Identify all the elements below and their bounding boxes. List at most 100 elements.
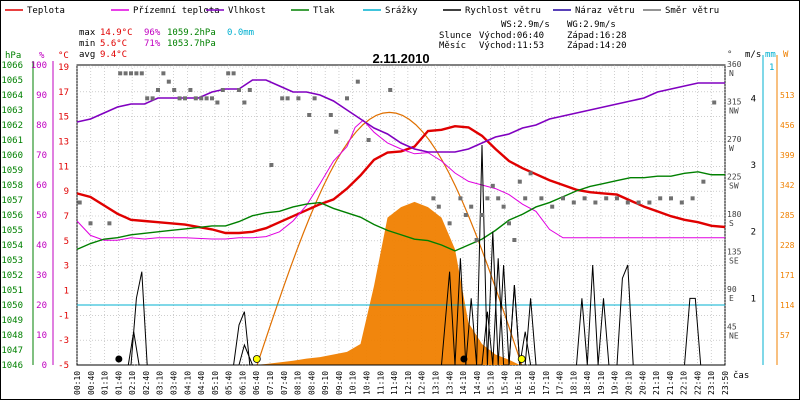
time-tick-label: 09:10 <box>321 371 330 395</box>
wind-direction-point <box>193 96 198 101</box>
wind-direction-point <box>123 71 128 76</box>
moonrise-time: Východ:11:53 <box>479 41 544 51</box>
wind-direction-point <box>366 138 371 142</box>
time-tick-label: 10:10 <box>349 371 358 395</box>
wind-direction-point <box>436 204 441 209</box>
wind-direction-point <box>355 79 360 84</box>
solar-radiation-fill <box>255 201 520 365</box>
pct-axis-header: % <box>39 51 45 61</box>
direction-tick-degrees: 270 <box>727 135 742 144</box>
wind-direction-point <box>237 88 241 92</box>
wind-direction-point <box>296 96 301 101</box>
time-tick-label: 12:10 <box>404 371 413 395</box>
wind-direction-point <box>463 213 468 217</box>
direction-tick-degrees: 180 <box>727 210 742 219</box>
temp-tick-label: -1 <box>58 311 69 321</box>
legend-item: Srážky <box>363 6 418 16</box>
series-line-p-zemn-teplota <box>76 119 725 241</box>
moonset-time: Západ:14:20 <box>567 41 627 51</box>
humidity-tick-label: 80 <box>36 121 47 131</box>
mm-axis-header: mm <box>765 50 776 60</box>
wind-direction-point <box>625 200 630 205</box>
time-tick-label: 23:50 <box>721 371 730 395</box>
wind-direction-point <box>285 96 290 101</box>
wind-direction-point <box>388 88 393 92</box>
time-tick-label: 02:40 <box>142 371 151 395</box>
direction-tick-compass: W <box>729 144 734 153</box>
wind-direction-point <box>604 196 609 201</box>
time-tick-label: 06:10 <box>238 371 247 395</box>
hpa-tick-label: 1050 <box>1 301 23 311</box>
time-tick-label: 19:40 <box>611 371 620 395</box>
temp-tick-label: 7 <box>64 212 69 222</box>
solar-tick-label: 57 <box>780 331 790 340</box>
temp-tick-label: 17 <box>58 88 69 98</box>
humidity-tick-label: 0 <box>42 361 47 371</box>
direction-tick-degrees: 135 <box>727 248 742 257</box>
wind-direction-point <box>431 196 436 201</box>
stats-min-press: 1053.7hPa <box>167 39 216 49</box>
humidity-tick-label: 100 <box>31 61 47 71</box>
time-tick-label: 08:10 <box>294 371 303 395</box>
wind-direction-point <box>150 96 155 101</box>
temp-tick-label: 11 <box>58 162 69 172</box>
stats-max-label: max <box>79 28 96 38</box>
time-tick-label: 01:40 <box>114 371 123 395</box>
stats-max-temp: 14.9°C <box>100 28 133 38</box>
direction-tick-degrees: 315 <box>727 98 742 107</box>
direction-tick-compass: E <box>729 294 734 303</box>
direction-tick-compass: SW <box>729 182 739 191</box>
wind-direction-point <box>561 196 565 201</box>
time-tick-label: 00:40 <box>87 371 96 395</box>
wind-direction-point <box>474 238 479 242</box>
time-tick-label: 16:40 <box>528 371 537 395</box>
legend-label: Směr větru <box>665 6 719 16</box>
wind-direction-point <box>615 196 619 201</box>
humidity-tick-label: 50 <box>36 211 47 221</box>
hpa-tick-label: 1051 <box>1 286 23 296</box>
direction-tick-degrees: 45 <box>727 323 737 332</box>
time-tick-label: 03:40 <box>170 371 179 395</box>
solar-tick-label: 513 <box>780 91 795 100</box>
wind-direction-point <box>593 200 598 205</box>
wind-direction-point <box>550 204 555 209</box>
time-tick-label: 18:40 <box>583 371 592 395</box>
legend-label: Teplota <box>27 6 65 16</box>
wind-direction-point <box>501 204 506 209</box>
sunset-time: Západ:16:28 <box>567 31 627 41</box>
wind-direction-point <box>679 200 684 205</box>
humidity-tick-label: 40 <box>36 241 47 251</box>
hpa-tick-label: 1046 <box>1 361 23 371</box>
temp-tick-label: 5 <box>64 237 69 247</box>
time-tick-label: 06:40 <box>252 371 261 395</box>
direction-tick-degrees: 225 <box>727 173 742 182</box>
series-line-teplota <box>76 124 726 235</box>
wind-direction-point <box>334 129 339 134</box>
wind-direction-point <box>328 113 333 117</box>
wind-direction-point <box>242 100 247 105</box>
solar-tick-label: 114 <box>780 301 795 310</box>
wind-direction-point <box>447 221 452 226</box>
wind-direction-point <box>215 100 220 105</box>
ms-axis-header: m/s <box>745 50 761 60</box>
solar-tick-label: 285 <box>780 211 795 220</box>
temp-tick-label: 9 <box>64 187 69 197</box>
hpa-tick-label: 1057 <box>1 196 23 206</box>
chart-legend: Teplota Přízemní teplota Vlhkost Tlak Srážky… <box>5 6 719 16</box>
stats-max-hum: 96% <box>144 28 161 38</box>
time-tick-label: 20:10 <box>624 371 633 395</box>
temp-tick-label: 19 <box>58 63 69 73</box>
temp-tick-label: 13 <box>58 138 69 148</box>
wind-direction-point <box>139 71 144 76</box>
hpa-tick-label: 1053 <box>1 256 23 266</box>
humidity-tick-label: 90 <box>36 91 47 101</box>
wind-direction-point <box>496 196 501 201</box>
time-tick-label: 04:40 <box>197 371 206 395</box>
legend-item: Náraz větru <box>553 6 635 16</box>
wind-direction-point <box>172 88 177 92</box>
hpa-tick-label: 1047 <box>1 346 23 356</box>
wind-direction-point <box>188 88 193 92</box>
wind-direction-point <box>307 113 312 117</box>
wind-direction-point <box>469 204 474 209</box>
